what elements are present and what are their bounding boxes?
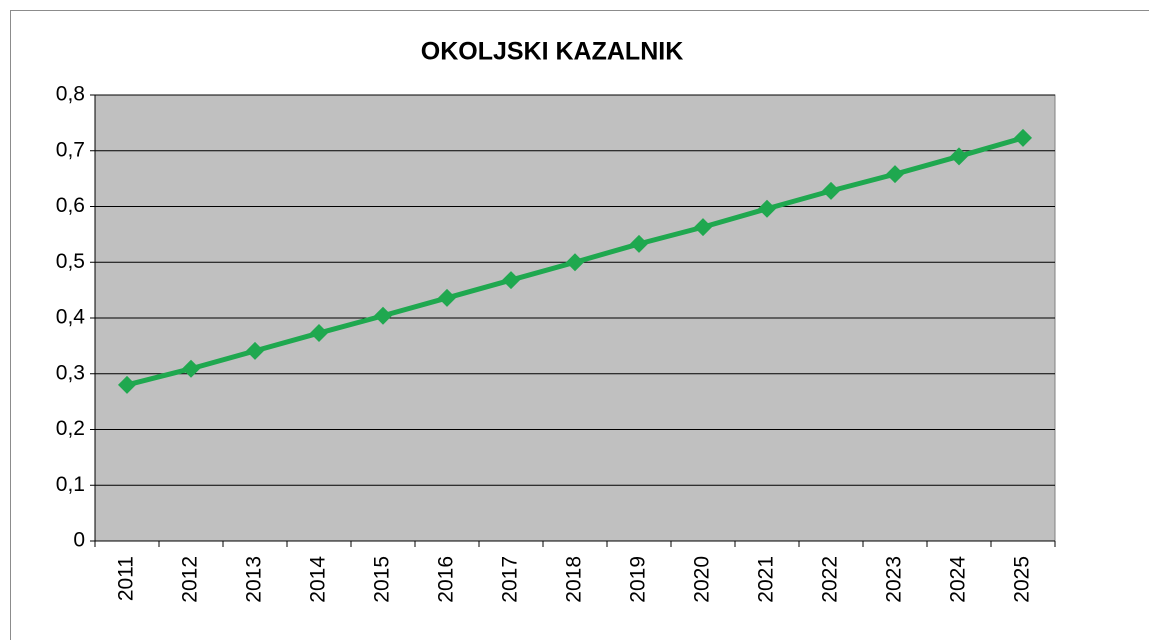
chart-title: OKOLJSKI KAZALNIK: [421, 38, 684, 66]
data-marker: [118, 375, 136, 394]
data-marker: [566, 253, 584, 272]
x-tick-label: 2014: [307, 556, 330, 603]
data-marker: [246, 341, 264, 360]
y-tick-label: 0,2: [56, 417, 85, 440]
data-marker: [758, 199, 776, 218]
x-tick-label: 2012: [179, 556, 202, 603]
x-tick-label: 2020: [691, 556, 714, 603]
x-tick-label: 2016: [435, 556, 458, 603]
data-marker: [374, 306, 392, 325]
data-marker: [438, 288, 456, 307]
y-tick-label: 0: [73, 529, 85, 552]
data-marker: [694, 218, 712, 237]
x-tick-label: 2021: [755, 556, 778, 603]
x-tick-label: 2019: [627, 556, 650, 603]
y-tick-label: 0,8: [56, 83, 85, 106]
x-tick-label: 2024: [947, 556, 970, 603]
data-marker: [310, 324, 328, 343]
y-tick-label: 0,5: [56, 250, 85, 273]
data-marker: [886, 165, 904, 184]
x-tick-label: 2013: [243, 556, 266, 603]
x-tick-label: 2018: [563, 556, 586, 603]
y-tick-label: 0,6: [56, 194, 85, 217]
x-tick-label: 2011: [115, 556, 138, 601]
x-tick-label: 2015: [371, 556, 394, 603]
data-marker: [630, 234, 648, 253]
x-tick-label: 2025: [1011, 556, 1034, 603]
data-marker: [1014, 128, 1032, 147]
y-tick-label: 0,4: [56, 306, 86, 329]
y-tick-label: 0,1: [56, 473, 85, 496]
data-marker: [502, 271, 520, 290]
y-tick-label: 0,7: [56, 138, 85, 161]
x-tick-label: 2017: [499, 556, 522, 603]
x-tick-label: 2023: [883, 556, 906, 603]
x-tick-label: 2022: [819, 556, 842, 603]
y-tick-label: 0,3: [56, 361, 85, 384]
data-marker: [822, 181, 840, 200]
data-marker: [950, 147, 968, 166]
data-marker: [182, 359, 200, 378]
